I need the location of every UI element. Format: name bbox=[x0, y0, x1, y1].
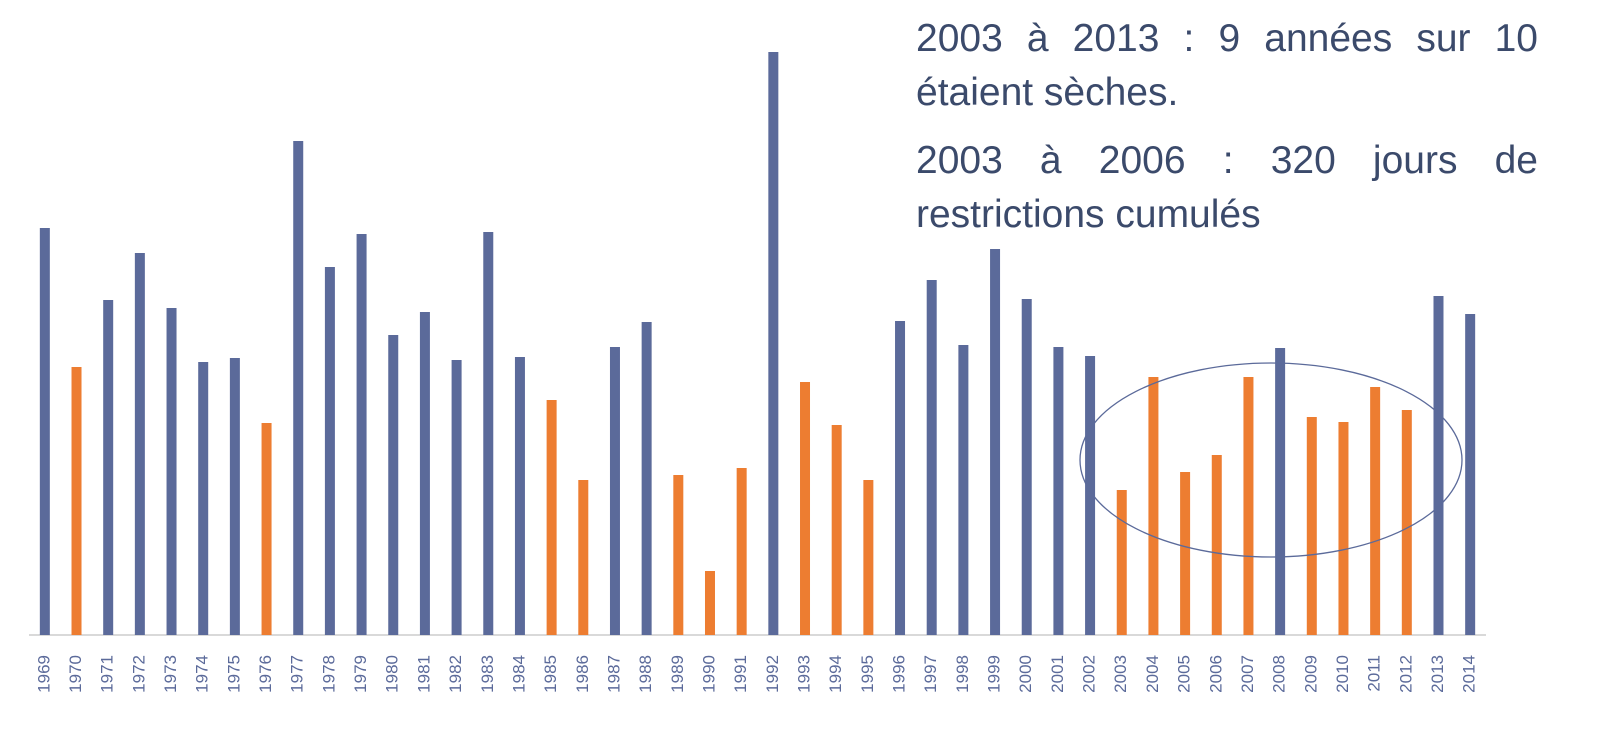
x-tick-label: 1995 bbox=[858, 655, 877, 693]
bar bbox=[1433, 296, 1444, 635]
bar bbox=[39, 228, 50, 635]
x-tick-label: 1977 bbox=[288, 655, 307, 693]
x-tick-label: 1989 bbox=[668, 655, 687, 693]
bar bbox=[1401, 410, 1412, 635]
bar bbox=[71, 367, 82, 635]
x-tick-label: 2010 bbox=[1333, 655, 1352, 693]
x-tick-label: 2008 bbox=[1270, 655, 1289, 693]
bar bbox=[1370, 387, 1381, 635]
x-tick-label: 1986 bbox=[573, 655, 592, 693]
x-tick-label: 1974 bbox=[193, 655, 212, 693]
x-tick-label: 1971 bbox=[98, 655, 117, 693]
bar bbox=[768, 52, 779, 635]
x-tick-label: 1993 bbox=[794, 655, 813, 693]
bar bbox=[388, 335, 399, 635]
bar bbox=[229, 358, 240, 635]
bar bbox=[1148, 377, 1159, 635]
bar bbox=[1243, 377, 1254, 635]
bar bbox=[800, 382, 811, 635]
x-tick-label: 1981 bbox=[414, 655, 433, 693]
bar bbox=[641, 322, 652, 635]
highlight-ellipse bbox=[1079, 362, 1463, 558]
annotation: 2003 à 2013 : 9 années sur 10 étaient sè… bbox=[916, 17, 1538, 114]
bar bbox=[1053, 347, 1064, 635]
x-tick-label: 1975 bbox=[224, 655, 243, 693]
bar bbox=[261, 423, 272, 635]
bar bbox=[895, 321, 906, 635]
annotations: 2003 à 2013 : 9 années sur 10 étaient sè… bbox=[916, 12, 1538, 256]
bar bbox=[958, 345, 969, 635]
bar bbox=[578, 480, 589, 635]
bar bbox=[704, 571, 715, 635]
bar bbox=[609, 347, 620, 635]
x-tick-label: 2014 bbox=[1460, 655, 1479, 693]
x-tick-label: 2011 bbox=[1365, 655, 1384, 692]
bar bbox=[514, 357, 525, 635]
bar bbox=[736, 468, 747, 635]
x-tick-label: 1973 bbox=[161, 655, 180, 693]
bar bbox=[1085, 356, 1096, 635]
x-tick-label: 1999 bbox=[985, 655, 1004, 693]
bar bbox=[198, 362, 209, 635]
x-tick-label: 2000 bbox=[1016, 655, 1035, 693]
x-tick-label: 2004 bbox=[1143, 655, 1162, 693]
x-tick-label: 2001 bbox=[1048, 655, 1067, 693]
bar bbox=[451, 360, 462, 635]
bar bbox=[1338, 422, 1349, 635]
x-tick-label: 2003 bbox=[1111, 655, 1130, 693]
x-tick-label: 2005 bbox=[1175, 655, 1194, 693]
bar bbox=[356, 234, 367, 635]
x-tick-label: 1998 bbox=[953, 655, 972, 693]
bar bbox=[926, 280, 937, 635]
x-tick-label: 1992 bbox=[763, 655, 782, 693]
bar bbox=[1021, 299, 1032, 635]
x-tick-label: 2013 bbox=[1428, 655, 1447, 693]
x-tick-label: 1983 bbox=[478, 655, 497, 693]
x-tick-label: 1969 bbox=[34, 655, 53, 693]
x-tick-label: 1970 bbox=[66, 655, 85, 693]
bar bbox=[990, 249, 1001, 635]
x-tick-label: 1996 bbox=[890, 655, 909, 693]
bar bbox=[134, 253, 145, 635]
x-tick-label: 1982 bbox=[446, 655, 465, 693]
bar bbox=[293, 141, 304, 635]
bar bbox=[1116, 490, 1127, 635]
bar bbox=[103, 300, 114, 635]
bar bbox=[419, 312, 430, 635]
bar bbox=[1211, 455, 1222, 635]
x-tick-label: 1976 bbox=[256, 655, 275, 693]
x-tick-label: 1980 bbox=[383, 655, 402, 693]
x-tick-label: 1988 bbox=[636, 655, 655, 693]
x-tick-label: 1994 bbox=[826, 655, 845, 693]
x-tick-label: 1985 bbox=[541, 655, 560, 693]
x-tick-label: 1997 bbox=[921, 655, 940, 693]
bar bbox=[673, 475, 684, 635]
x-tick-label: 1990 bbox=[699, 655, 718, 693]
x-tick-label: 1991 bbox=[731, 655, 750, 693]
bar bbox=[1275, 348, 1286, 635]
annotation: 2003 à 2006 : 320 jours de restrictions … bbox=[916, 139, 1538, 236]
bar bbox=[1306, 417, 1317, 635]
bar bbox=[863, 480, 874, 635]
x-tick-label: 1979 bbox=[351, 655, 370, 693]
x-tick-label: 1987 bbox=[604, 655, 623, 693]
bar bbox=[483, 232, 494, 635]
x-tick-label: 2006 bbox=[1206, 655, 1225, 693]
x-tick-label: 2002 bbox=[1080, 655, 1099, 693]
x-tick-label: 1972 bbox=[129, 655, 148, 693]
x-tick-label: 1984 bbox=[509, 655, 528, 693]
bar bbox=[324, 267, 335, 635]
bar bbox=[166, 308, 177, 635]
bar bbox=[546, 400, 557, 635]
bar bbox=[1180, 472, 1191, 635]
x-tick-label: 2009 bbox=[1301, 655, 1320, 693]
x-tick-label: 2012 bbox=[1396, 655, 1415, 693]
bar bbox=[831, 425, 842, 635]
bar bbox=[1465, 314, 1476, 635]
x-tick-label: 2007 bbox=[1238, 655, 1257, 693]
x-tick-label: 1978 bbox=[319, 655, 338, 693]
